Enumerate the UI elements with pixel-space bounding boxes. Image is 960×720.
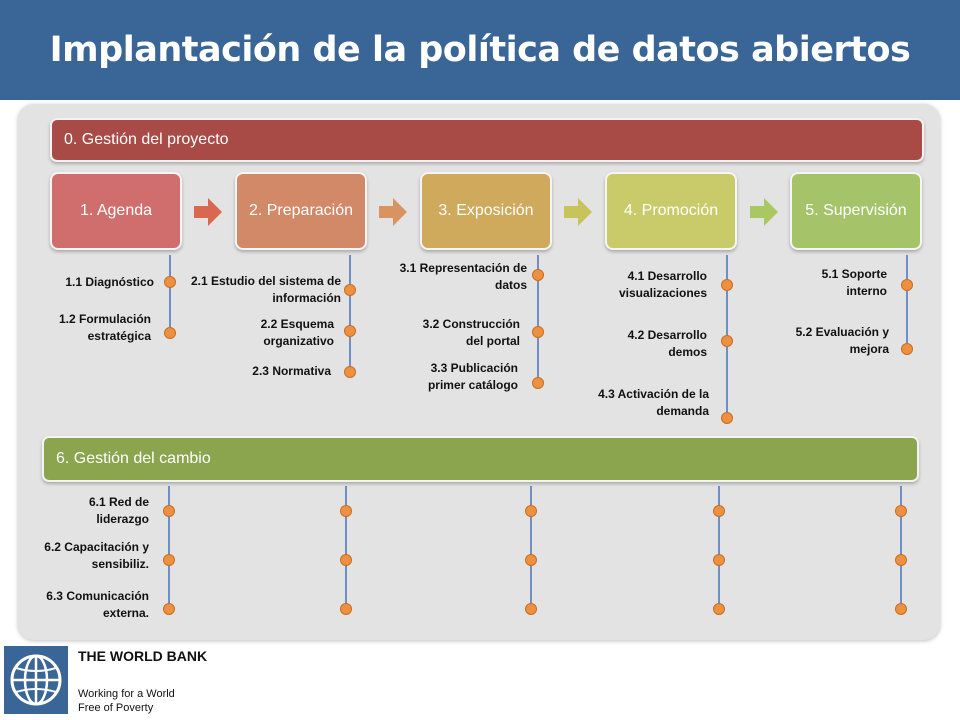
task-label: 4.2 Desarrollo demos [627, 328, 707, 359]
task-marker [525, 505, 537, 517]
task-marker [163, 505, 175, 517]
phase-supervision: 5. Supervisión [790, 172, 922, 250]
task-label: 1.1 Diagnóstico [65, 275, 154, 289]
task-label: 3.3 Publicación primer catálogo [427, 361, 518, 392]
timeline-line [906, 255, 908, 350]
task-marker [163, 554, 175, 566]
change-management-bar: 6. Gestión del cambio [42, 436, 919, 482]
timeline-line [349, 255, 351, 373]
task-marker [713, 554, 725, 566]
phase-preparacion-label: 2. Preparación [248, 202, 354, 219]
task-label: 4.3 Activación de la demanda [598, 387, 709, 418]
phase-agenda-label: 1. Agenda [79, 202, 153, 219]
organization-name: THE WORLD BANK [78, 648, 208, 664]
task-label: 6.3 Comunicación externa. [46, 589, 149, 620]
task-label: 6.2 Capacitación y sensibiliz. [44, 540, 149, 571]
header: Implantación de la política de datos abi… [0, 0, 960, 100]
task-marker [721, 279, 733, 291]
task-label: 3.1 Representación de datos [399, 261, 527, 292]
task-label: 3.2 Construcción del portal [422, 317, 520, 348]
world-bank-logo [4, 646, 68, 714]
phase-supervision-label: 5. Supervisión [805, 202, 907, 219]
timeline-line [169, 255, 171, 335]
task-marker [525, 554, 537, 566]
task-label: 4.1 Desarrollo visualizaciones [618, 269, 707, 300]
task-marker [163, 603, 175, 615]
change-management-label: 6. Gestión del cambio [56, 450, 211, 467]
task-label: 6.1 Red de liderazgo [88, 495, 149, 526]
task-marker [713, 505, 725, 517]
task-label: 5.1 Soporte interno [821, 267, 887, 298]
phase-promocion: 4. Promoción [605, 172, 737, 250]
project-management-label: 0. Gestión del proyecto [64, 131, 229, 148]
arrow-right-icon [379, 198, 407, 226]
task-marker [344, 325, 356, 337]
task-marker [164, 276, 176, 288]
task-marker [901, 343, 913, 355]
timeline-line [718, 486, 720, 614]
task-marker [721, 412, 733, 424]
timeline-line [530, 486, 532, 614]
task-marker [532, 326, 544, 338]
task-marker [340, 505, 352, 517]
task-marker [344, 284, 356, 296]
phase-agenda: 1. Agenda [50, 172, 182, 250]
task-marker [532, 269, 544, 281]
task-marker [340, 554, 352, 566]
timeline-line [537, 255, 539, 385]
task-label: 2.1 Estudio del sistema de información [190, 274, 341, 305]
page-title: Implantación de la política de datos abi… [49, 30, 911, 70]
task-marker [532, 377, 544, 389]
project-management-bar: 0. Gestión del proyecto [50, 118, 924, 162]
task-marker [344, 366, 356, 378]
task-label: 2.3 Normativa [252, 364, 331, 378]
task-marker [895, 554, 907, 566]
task-marker [713, 603, 725, 615]
timeline-line [168, 486, 170, 614]
arrow-right-icon [750, 198, 778, 226]
task-marker [895, 505, 907, 517]
phase-exposicion-label: 3. Exposición [438, 202, 534, 219]
task-label: 2.2 Esquema organizativo [260, 317, 334, 348]
globe-icon [10, 654, 62, 706]
task-marker [340, 603, 352, 615]
timeline-line [900, 486, 902, 614]
phase-promocion-label: 4. Promoción [623, 202, 719, 219]
task-marker [895, 603, 907, 615]
task-marker [164, 327, 176, 339]
arrow-right-icon [564, 198, 592, 226]
organization-slogan: Working for a World Free of Poverty [78, 688, 175, 714]
timeline-line [345, 486, 347, 614]
phase-exposicion: 3. Exposición [420, 172, 552, 250]
task-label: 5.2 Evaluación y mejora [795, 325, 889, 356]
task-marker [901, 279, 913, 291]
task-label: 1.2 Formulación estratégica [58, 312, 151, 343]
task-marker [721, 335, 733, 347]
phase-preparacion: 2. Preparación [235, 172, 367, 250]
task-marker [525, 603, 537, 615]
arrow-right-icon [194, 198, 222, 226]
